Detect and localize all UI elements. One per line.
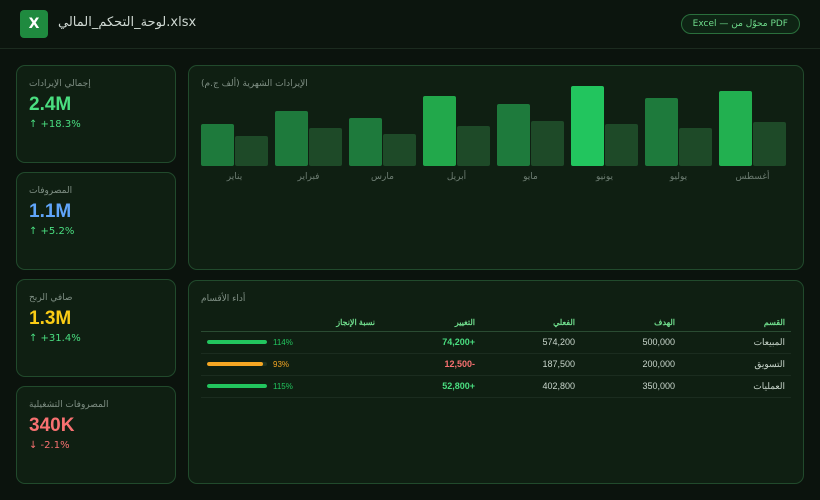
- cell-dept: المبيعات: [681, 331, 791, 354]
- cell-target: 200,000: [581, 353, 681, 376]
- department-performance-card: أداء الأقسام القسم الهدف الفعلي التغيير …: [188, 280, 804, 484]
- rate-value: 115%: [273, 381, 293, 391]
- bar-secondary-6: [679, 128, 712, 166]
- excel-app-icon: X: [20, 10, 48, 38]
- monthly-revenue-chart: يناير فبراير مارس أبريل مايو يونيو يوليو أغسطس: [201, 86, 786, 182]
- bar-primary-5: [571, 86, 604, 166]
- rate-indicator: 93%: [207, 360, 375, 369]
- format-badge: Excel — محوّل من PDF: [680, 14, 800, 34]
- bar-primary-2: [349, 118, 382, 166]
- rate-indicator: 114%: [207, 338, 375, 347]
- rate-progress-fill: [207, 340, 267, 344]
- bar-primary-0: [201, 124, 234, 166]
- kpi-card-revenue: إجمالي الإيرادات 2.4M ↑ +18.3%: [16, 65, 176, 163]
- bar-secondary-0: [235, 136, 268, 166]
- x-tick-label: مايو: [522, 172, 538, 182]
- bar-secondary-2: [383, 134, 416, 166]
- header-rate: نسبة الإنجاز: [201, 315, 381, 332]
- rate-value: 93%: [273, 359, 290, 369]
- kpi-label: المصروفات التشغيلية: [29, 400, 109, 410]
- rate-indicator: 115%: [207, 382, 375, 391]
- header-change: التغيير: [381, 315, 481, 332]
- bar-primary-3: [423, 96, 456, 166]
- cell-dept: التسويق: [681, 353, 791, 376]
- file-title: لوحة_التحكم_المالي.xlsx: [58, 15, 197, 30]
- rate-progress-fill: [207, 384, 267, 388]
- rate-value: 114%: [273, 337, 293, 347]
- rate-progress-bar: [207, 384, 267, 388]
- bar-primary-4: [497, 104, 530, 166]
- kpi-change: ↑ +5.2%: [29, 226, 75, 237]
- cell-rate: 115%: [201, 375, 381, 398]
- cell-rate: 93%: [201, 353, 381, 376]
- header-actual: الفعلي: [481, 315, 581, 332]
- cell-dept: العمليات: [681, 375, 791, 398]
- monthly-revenue-chart-card: الإيرادات الشهرية (ألف ج.م) يناير فبراير م…: [188, 65, 804, 270]
- bar-secondary-4: [531, 121, 564, 166]
- header-dept: القسم: [681, 315, 791, 332]
- cell-target: 500,000: [581, 331, 681, 354]
- x-tick-label: مارس: [371, 172, 394, 182]
- cell-change: -12,500: [381, 353, 481, 376]
- chart-title: الإيرادات الشهرية (ألف ج.م): [201, 79, 308, 89]
- rate-progress-fill: [207, 362, 263, 366]
- kpi-card-net-profit: صافي الربح 1.3M ↑ +31.4%: [16, 279, 176, 377]
- cell-target: 350,000: [581, 375, 681, 398]
- x-tick-label: يناير: [226, 172, 243, 182]
- x-tick-label: يونيو: [595, 172, 614, 182]
- cell-actual: 187,500: [481, 353, 581, 376]
- kpi-value: 1.1M: [29, 201, 72, 222]
- department-performance-table: القسم الهدف الفعلي التغيير نسبة الإنجاز …: [201, 315, 791, 398]
- rate-progress-bar: [207, 362, 267, 366]
- kpi-card-expenses: المصروفات 1.1M ↑ +5.2%: [16, 172, 176, 270]
- header-target: الهدف: [581, 315, 681, 332]
- table-row: المبيعات 500,000 574,200 +74,200 114%: [201, 331, 791, 354]
- cell-change: +52,800: [381, 375, 481, 398]
- x-tick-label: فبراير: [297, 172, 320, 182]
- x-tick-label: أبريل: [447, 170, 466, 182]
- x-tick-label: يوليو: [669, 172, 688, 182]
- bar-secondary-3: [457, 126, 490, 166]
- bar-primary-6: [645, 98, 678, 166]
- bar-secondary-1: [309, 128, 342, 166]
- kpi-label: إجمالي الإيرادات: [29, 79, 91, 89]
- cell-actual: 574,200: [481, 331, 581, 354]
- table-row: التسويق 200,000 187,500 -12,500 93%: [201, 353, 791, 376]
- x-tick-label: أغسطس: [735, 170, 769, 182]
- table-header-row: القسم الهدف الفعلي التغيير نسبة الإنجاز: [201, 315, 791, 332]
- bar-secondary-7: [753, 122, 786, 166]
- kpi-value: 340K: [29, 415, 75, 436]
- bar-primary-7: [719, 91, 752, 166]
- table-title: أداء الأقسام: [201, 294, 246, 304]
- title-bar: X لوحة_التحكم_المالي.xlsx Excel — محوّل …: [0, 0, 820, 49]
- cell-actual: 402,800: [481, 375, 581, 398]
- bar-secondary-5: [605, 124, 638, 166]
- kpi-label: المصروفات: [29, 186, 73, 196]
- kpi-value: 1.3M: [29, 308, 72, 329]
- cell-rate: 114%: [201, 331, 381, 354]
- kpi-value: 2.4M: [29, 94, 72, 115]
- bar-primary-1: [275, 111, 308, 166]
- table-row: العمليات 350,000 402,800 +52,800 115%: [201, 375, 791, 398]
- rate-progress-bar: [207, 340, 267, 344]
- kpi-change: ↑ +18.3%: [29, 119, 81, 130]
- kpi-change: ↓ -2.1%: [29, 440, 70, 451]
- kpi-label: صافي الربح: [29, 293, 73, 303]
- kpi-card-operating-expenses: المصروفات التشغيلية 340K ↓ -2.1%: [16, 386, 176, 484]
- kpi-change: ↑ +31.4%: [29, 333, 81, 344]
- cell-change: +74,200: [381, 331, 481, 354]
